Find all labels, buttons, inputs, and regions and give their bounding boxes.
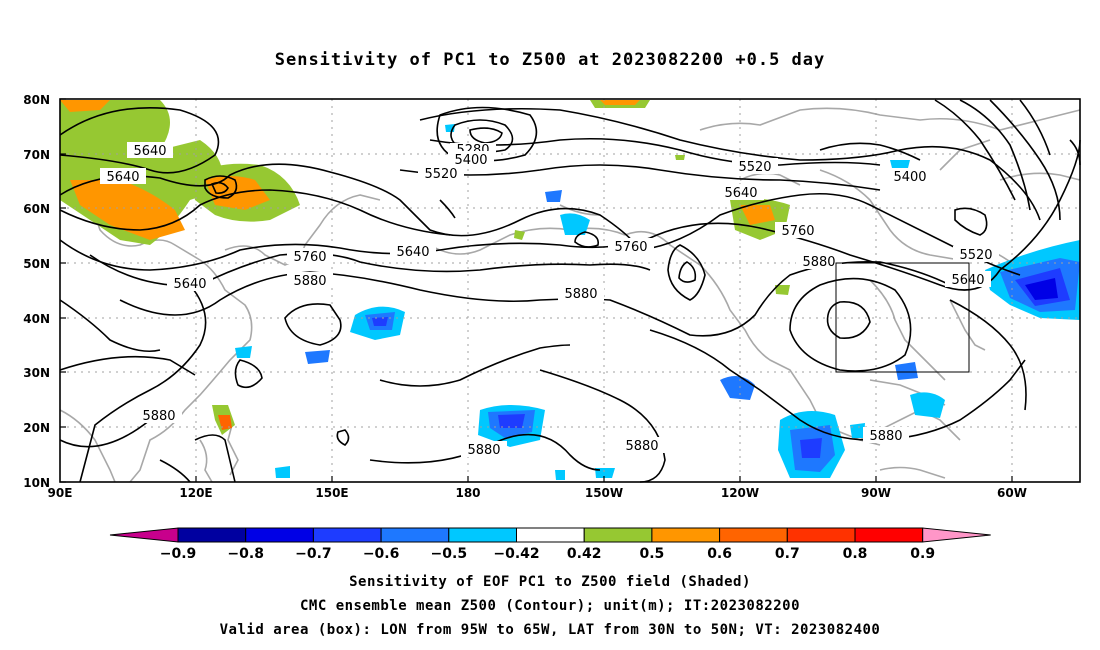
colorbar-bin [312,527,382,543]
lat-label: 20N [23,421,50,435]
lon-label: 90E [48,486,73,500]
axis-ticks [60,98,1013,483]
contour-label: 5880 [869,429,902,444]
contour-label: 5640 [173,277,206,292]
colorbar-level-label: −0.8 [227,546,264,562]
contour-label: 5880 [802,255,835,270]
contour-label: 5400 [454,153,487,168]
contour-label: 5640 [106,170,139,185]
colorbar [109,527,991,543]
lon-label: 150W [585,486,623,500]
lat-label: 80N [23,93,50,107]
contour-label: 5880 [564,287,597,302]
lon-label: 150E [315,486,348,500]
colorbar-level-label: −0.7 [295,546,332,562]
contour-label: 5400 [893,170,926,185]
caption-line-1: Sensitivity of EOF PC1 to Z500 field (Sh… [349,574,751,590]
contour-labels: 5640 5640 5640 5640 5640 5640 5280 5400 … [100,142,999,458]
colorbar-bin [380,527,450,543]
colorbar-bin [854,527,924,543]
colorbar-level-label: −0.42 [493,546,539,562]
contour-label: 5880 [142,409,175,424]
contour-label: 5640 [724,186,757,201]
colorbar-bin [448,527,517,543]
contour-label: 5520 [959,248,992,263]
lat-label: 50N [23,257,50,271]
latitude-labels: 80N 70N 60N 50N 40N 30N 20N 10N [23,93,50,490]
colorbar-level-label: 0.42 [567,546,602,562]
colorbar-labels: −0.9 −0.8 −0.7 −0.6 −0.5 −0.42 0.42 0.5 0.6 0.7 0.… [160,546,935,562]
colorbar-level-label: 0.5 [639,546,664,562]
colorbar-bin [516,527,585,543]
contour-label: 5880 [625,439,658,454]
colorbar-bin [177,527,247,543]
lon-label: 120E [179,486,212,500]
contour-label: 5640 [951,273,984,288]
colorbar-bin [583,527,653,543]
colorbar-level-label: 0.7 [775,546,800,562]
caption-line-2: CMC ensemble mean Z500 (Contour); unit(m… [299,598,800,614]
colorbar-level-label: 0.8 [843,546,868,562]
lat-label: 30N [23,366,50,380]
colorbar-triangle-low [109,527,179,543]
colorbar-bin [245,527,314,543]
lat-label: 60N [23,202,50,216]
contour-label: 5640 [133,144,166,159]
contour-label: 5640 [396,245,429,260]
caption-line-3: Valid area (box): LON from 95W to 65W, L… [219,622,881,638]
colorbar-bin [719,527,788,543]
contour-label: 5880 [293,274,326,289]
contour-label: 5880 [467,443,500,458]
chart-title: Sensitivity of PC1 to Z500 at 2023082200… [274,50,826,70]
colorbar-bin [786,527,856,543]
lon-label: 90W [861,486,891,500]
lat-label: 70N [23,148,50,162]
lat-label: 10N [23,476,50,490]
lon-label: 120W [721,486,759,500]
lon-label: 60W [997,486,1027,500]
plot-frame [59,98,1081,483]
colorbar-level-label: 0.9 [910,546,935,562]
colorbar-level-label: −0.6 [363,546,400,562]
contour-label: 5520 [424,167,457,182]
contour-label: 5760 [614,240,647,255]
valid-area-box [835,262,970,373]
colorbar-level-label: 0.6 [707,546,732,562]
lat-label: 40N [23,312,50,326]
colorbar-bin [651,527,721,543]
colorbar-level-label: −0.9 [160,546,197,562]
colorbar-triangle-high [922,527,991,543]
longitude-labels: 90E 120E 150E 180 150W 120W 90W 60W [48,486,1027,500]
colorbar-level-label: −0.5 [431,546,468,562]
contour-label: 5520 [738,160,771,175]
contour-label: 5760 [293,250,326,265]
lon-label: 180 [455,486,480,500]
contour-label: 5760 [781,224,814,239]
